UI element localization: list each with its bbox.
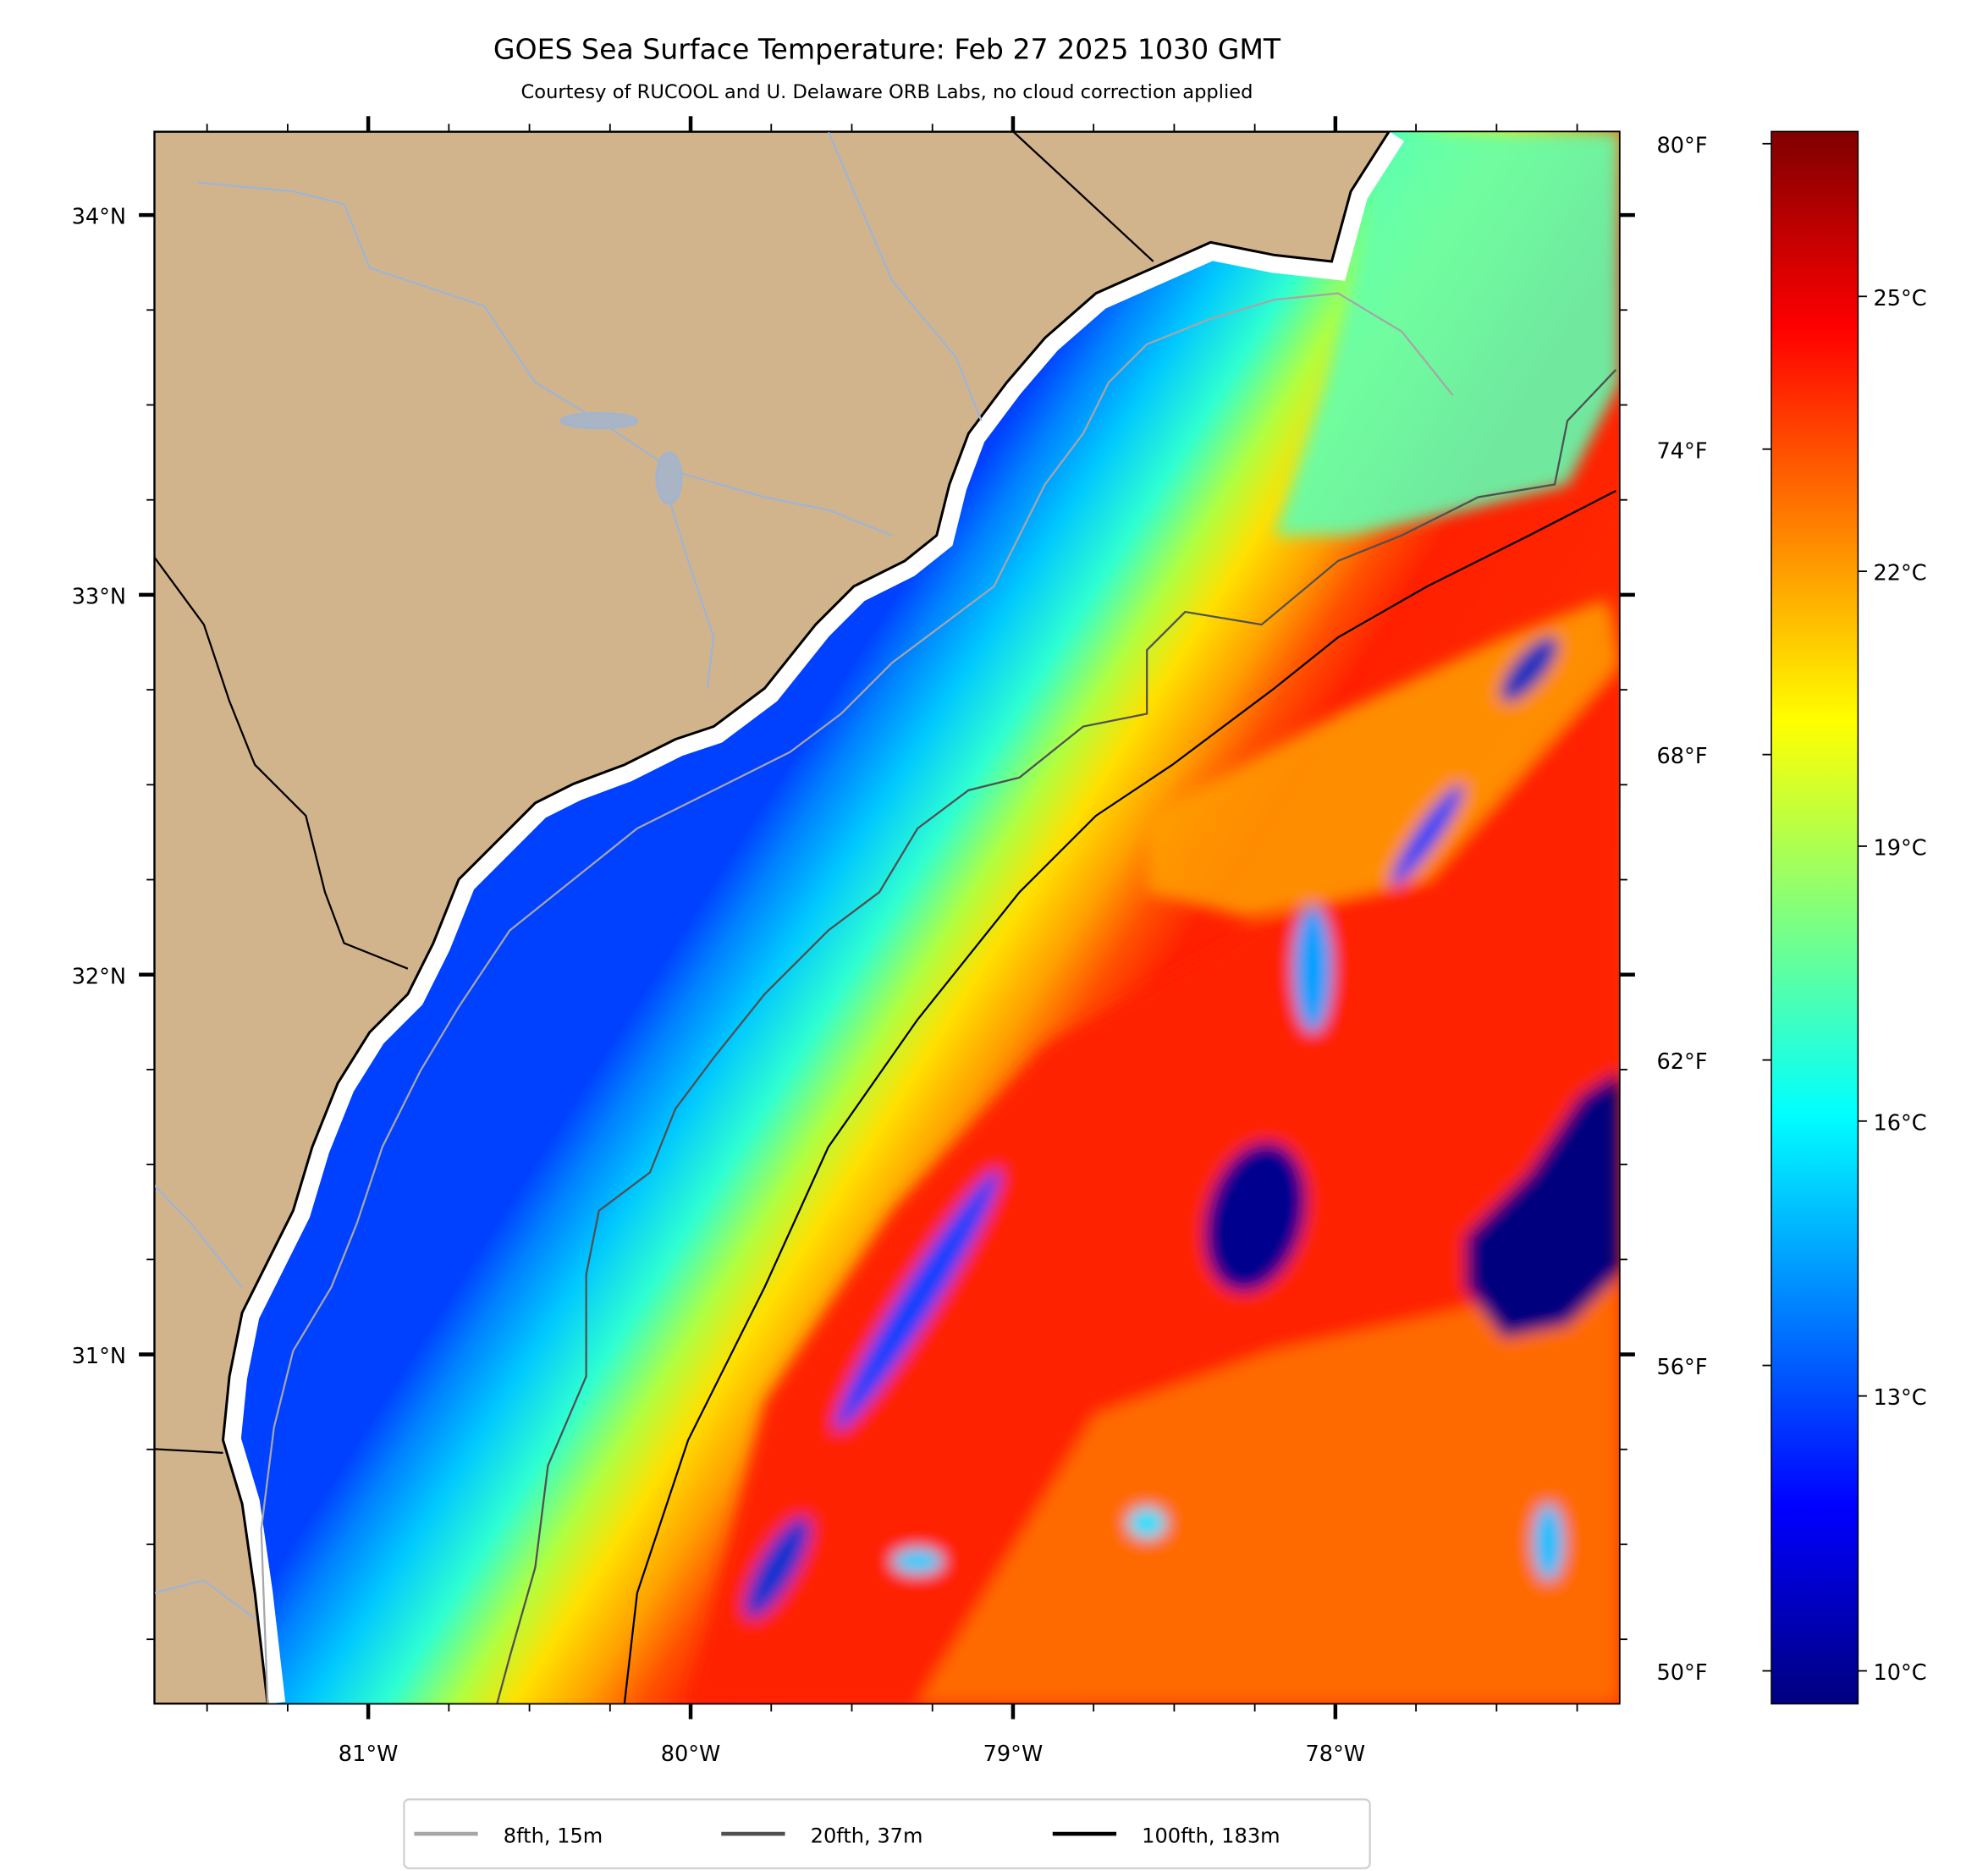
legend-label: 20fth, 37m xyxy=(811,1824,923,1848)
lat-tick-label: 34°N xyxy=(72,205,126,230)
land xyxy=(154,131,1391,1704)
figure-subtitle: Courtesy of RUCOOL and U. Delaware ORB L… xyxy=(521,81,1253,103)
cold-eddy xyxy=(1465,1070,1620,1339)
map-panel[interactable] xyxy=(154,131,1620,1704)
celsius-tick-label: 10°C xyxy=(1873,1660,1926,1686)
orange-offshore-region xyxy=(917,1274,1620,1704)
legend-entry: 100fth, 183m xyxy=(1052,1824,1280,1848)
legend: 8fth, 15m 20fth, 37m 100fth, 183m xyxy=(403,1798,1371,1869)
state-borders xyxy=(154,131,1154,1454)
isobath-100fth xyxy=(623,489,1616,1704)
cool-patch xyxy=(892,1548,944,1574)
cool-patch xyxy=(1533,1504,1564,1581)
lon-tick-label: 80°W xyxy=(661,1742,721,1767)
lat-tick-label: 32°N xyxy=(72,964,126,989)
celsius-tick-label: 25°C xyxy=(1873,286,1926,311)
map-axis-ticks: 81°W 80°W 79°W 78°W 34°N 33°N 32°N 31°N xyxy=(72,116,1635,1767)
legend-label: 8fth, 15m xyxy=(504,1824,603,1848)
colorbar xyxy=(1770,130,1859,1705)
legend-entry: 20fth, 37m xyxy=(721,1824,922,1848)
fahrenheit-tick-label: 80°F xyxy=(1657,133,1708,158)
lat-tick-label: 31°N xyxy=(72,1344,126,1369)
sst-features xyxy=(688,131,1620,1704)
celsius-tick-label: 22°C xyxy=(1873,561,1926,586)
celsius-tick-label: 19°C xyxy=(1873,835,1926,861)
cool-patch xyxy=(1293,905,1332,1032)
fahrenheit-tick-label: 62°F xyxy=(1657,1049,1708,1075)
fahrenheit-tick-label: 68°F xyxy=(1657,744,1708,769)
colorbar-ticks: 25°C 22°C 19°C 16°C 13°C 10°C 80°F 74°F 68°F 62°F… xyxy=(1657,133,1927,1686)
cold-filament xyxy=(1500,636,1558,702)
legend-label: 100fth, 183m xyxy=(1142,1824,1280,1848)
legend-entry: 8fth, 15m xyxy=(414,1824,603,1848)
rivers xyxy=(154,131,983,1620)
orange-shelf-break-band xyxy=(1147,598,1620,918)
cold-filament xyxy=(745,1516,811,1618)
lon-tick-label: 78°W xyxy=(1306,1742,1366,1767)
cool-northeast-region xyxy=(1274,131,1620,536)
map-frame xyxy=(153,130,1621,1705)
isobath-8fth xyxy=(260,292,1454,1704)
fahrenheit-tick-label: 74°F xyxy=(1657,438,1708,464)
fahrenheit-tick-label: 56°F xyxy=(1657,1355,1708,1380)
celsius-tick-label: 16°C xyxy=(1873,1110,1926,1136)
cold-eddy xyxy=(1204,1142,1307,1292)
fahrenheit-tick-label: 50°F xyxy=(1657,1660,1708,1686)
cold-filament xyxy=(834,1169,1000,1430)
lon-tick-label: 81°W xyxy=(339,1742,399,1767)
figure-title: GOES Sea Surface Temperature: Feb 27 202… xyxy=(493,33,1281,66)
lon-tick-label: 79°W xyxy=(983,1742,1044,1767)
cold-filament xyxy=(1390,784,1464,886)
isobath-20fth xyxy=(496,369,1617,1704)
lat-tick-label: 33°N xyxy=(72,584,126,609)
celsius-tick-label: 13°C xyxy=(1873,1385,1926,1411)
cool-patch xyxy=(1127,1507,1166,1538)
legend-frame xyxy=(403,1798,1371,1869)
